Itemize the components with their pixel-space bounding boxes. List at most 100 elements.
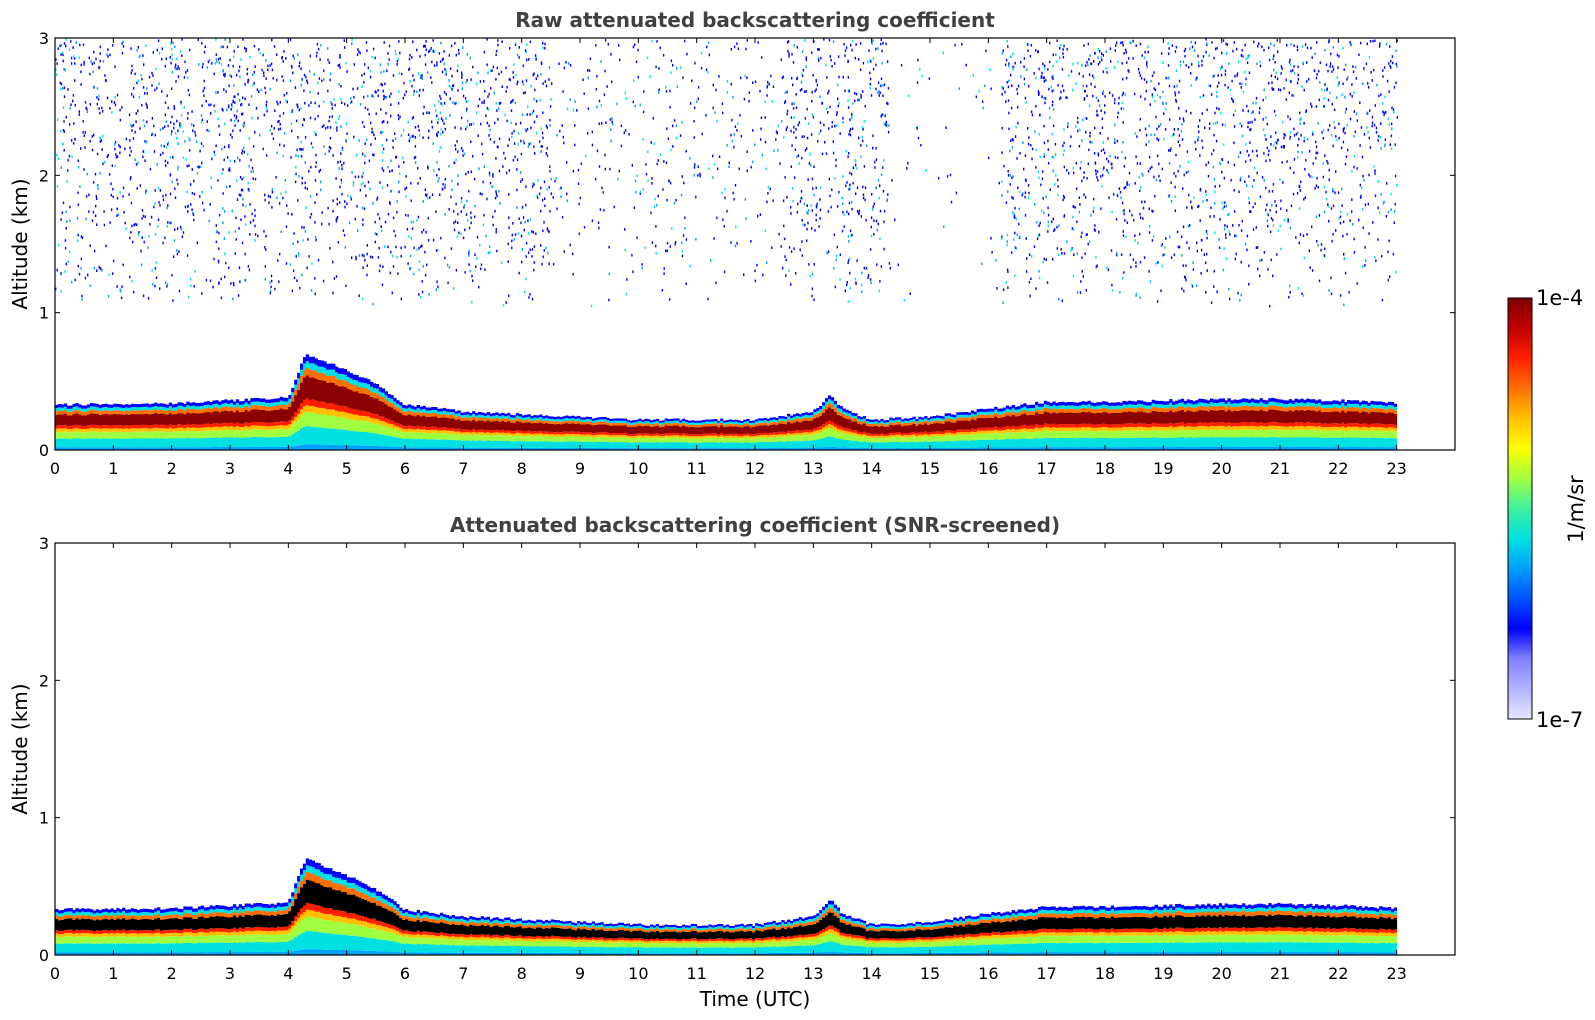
noise-point: [245, 204, 247, 208]
noise-point: [233, 95, 235, 98]
noise-point: [328, 61, 330, 64]
noise-point: [595, 88, 597, 91]
noise-point: [1268, 190, 1270, 193]
noise-point: [1012, 138, 1014, 142]
noise-point: [1197, 205, 1199, 209]
noise-point: [1275, 71, 1277, 75]
noise-point: [797, 154, 800, 157]
noise-point: [697, 86, 700, 89]
bl-cell: [98, 411, 103, 415]
noise-point: [1081, 139, 1083, 142]
noise-point: [102, 134, 104, 138]
noise-point: [371, 131, 373, 134]
noise-point: [1232, 49, 1234, 53]
noise-point: [1344, 271, 1347, 275]
noise-point: [269, 281, 271, 284]
bl-cell: [66, 438, 70, 448]
noise-point: [1328, 39, 1330, 42]
noise-point: [1002, 288, 1005, 291]
noise-point: [474, 204, 476, 208]
bl-cell: [119, 428, 123, 432]
noise-point: [254, 65, 256, 68]
noise-point: [788, 246, 791, 249]
noise-point: [1095, 256, 1097, 259]
noise-point: [1045, 78, 1047, 82]
noise-point: [171, 53, 173, 57]
bl-cell: [125, 447, 129, 450]
noise-point: [1024, 154, 1027, 157]
noise-point: [860, 283, 863, 287]
noise-point: [136, 223, 138, 226]
noise-point: [68, 154, 71, 158]
bl-cell: [195, 424, 199, 428]
noise-point: [377, 94, 379, 98]
noise-point: [1139, 232, 1141, 236]
noise-point: [1097, 56, 1099, 59]
noise-point: [1021, 193, 1023, 197]
noise-point: [1361, 186, 1363, 189]
noise-point: [289, 79, 292, 82]
noise-point: [1169, 235, 1171, 239]
bl-cell: [119, 407, 123, 411]
noise-point: [129, 275, 131, 279]
noise-point: [1267, 224, 1269, 228]
noise-point: [245, 47, 247, 51]
noise-point: [1244, 43, 1246, 47]
noise-point: [461, 76, 463, 79]
noise-point: [135, 163, 138, 166]
noise-point: [1390, 192, 1392, 196]
noise-point: [1070, 248, 1072, 252]
noise-point: [1228, 230, 1230, 233]
bl-cell: [87, 428, 91, 432]
noise-point: [1388, 90, 1390, 93]
noise-point: [1299, 122, 1302, 125]
bl-cell: [104, 407, 108, 411]
bl-cell: [244, 446, 248, 450]
noise-point: [800, 197, 802, 200]
noise-point: [156, 48, 158, 52]
noise-point: [146, 120, 148, 124]
bl-cell: [101, 404, 105, 408]
noise-point: [572, 108, 575, 112]
noise-point: [525, 185, 527, 188]
noise-point: [1326, 160, 1328, 163]
noise-point: [1296, 81, 1299, 85]
noise-point: [315, 54, 318, 58]
noise-point: [1211, 152, 1213, 156]
noise-point: [495, 190, 497, 193]
noise-point: [386, 121, 389, 124]
noise-point: [647, 179, 649, 182]
noise-point: [444, 186, 446, 189]
noise-point: [422, 45, 425, 48]
noise-point: [806, 211, 808, 214]
noise-point: [144, 140, 146, 143]
noise-point: [1322, 175, 1325, 179]
noise-point: [1163, 253, 1166, 256]
noise-point: [259, 133, 261, 137]
noise-point: [875, 47, 877, 51]
noise-point: [61, 87, 64, 90]
noise-point: [187, 76, 189, 80]
noise-point: [244, 46, 246, 50]
bl-cell: [273, 429, 277, 438]
noise-point: [1025, 101, 1028, 104]
noise-point: [282, 79, 285, 82]
bl-cell: [186, 408, 190, 413]
noise-point: [1353, 91, 1355, 94]
noise-point: [1213, 74, 1215, 78]
noise-point: [152, 74, 154, 77]
bl-cell: [171, 447, 175, 450]
noise-point: [104, 160, 106, 164]
bl-cell: [145, 410, 149, 414]
noise-point: [1088, 240, 1091, 244]
bl-cell: [101, 414, 105, 426]
noise-point: [1048, 60, 1051, 64]
noise-point: [172, 41, 174, 45]
noise-point: [1043, 153, 1045, 156]
noise-point: [1084, 116, 1087, 120]
bl-cell: [189, 427, 193, 432]
noise-point: [498, 107, 500, 110]
noise-point: [1323, 104, 1325, 108]
noise-point: [796, 77, 798, 81]
noise-point: [1269, 209, 1271, 212]
